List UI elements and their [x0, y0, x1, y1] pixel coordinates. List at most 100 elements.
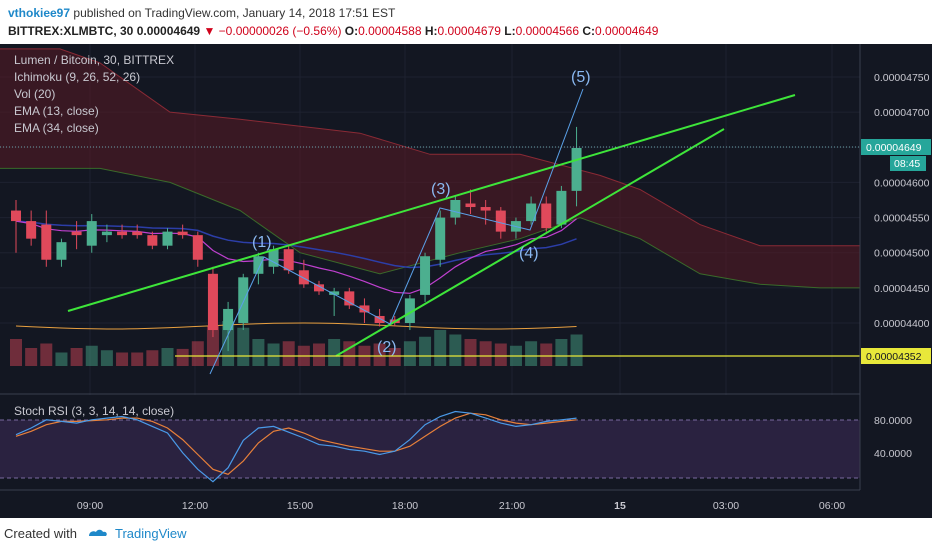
time-axis[interactable] — [0, 490, 932, 518]
last-price-tag — [861, 139, 931, 155]
published-text: published on TradingView.com, January 14… — [73, 6, 396, 20]
candle-body — [26, 221, 37, 239]
candle-body — [41, 224, 52, 260]
trading-chart[interactable]: (1) (2) (3) (4) (5) Lumen / Bitcoin, 30,… — [0, 44, 932, 518]
candle-body — [192, 235, 203, 260]
candle-body — [465, 203, 476, 208]
volume-bar — [525, 341, 538, 366]
candle-body — [526, 203, 537, 222]
candle-body — [450, 200, 461, 218]
candle-body — [344, 291, 355, 306]
legend-volume[interactable]: Vol (20) — [14, 87, 55, 101]
price-axis[interactable] — [860, 44, 932, 518]
time-tick-label: 21:00 — [499, 500, 525, 512]
legend-ema13[interactable]: EMA (13, close) — [14, 104, 99, 118]
candle-body — [359, 305, 370, 313]
countdown-tag — [890, 156, 926, 171]
candle-body — [374, 315, 385, 323]
upper-trendline[interactable] — [67, 94, 796, 312]
candle-body — [56, 242, 67, 260]
legend: Lumen / Bitcoin, 30, BITTREX Ichimoku (9… — [14, 53, 174, 135]
price-tick-label: 0.00004750 — [874, 72, 930, 84]
price-tick-label: 0.00004500 — [874, 248, 930, 260]
stoch-k-line — [15, 410, 577, 483]
volume-bar — [161, 348, 174, 366]
ema-34-line — [15, 220, 577, 269]
candle-body — [556, 190, 567, 225]
symbol-name: BITTREX:XLMBTC, 30 — [8, 24, 134, 38]
stoch-axis-ticks: 80.0000 40.0000 — [874, 415, 912, 460]
volume-bar — [328, 339, 341, 366]
volume-bar — [85, 345, 98, 366]
ema-13-line — [15, 218, 577, 294]
volume-bar — [70, 348, 83, 366]
high-value: 0.00004679 — [437, 24, 501, 38]
candle-body — [11, 210, 21, 222]
stoch-d-line — [15, 412, 577, 475]
candle-body — [283, 249, 294, 271]
stoch-lines — [15, 410, 577, 483]
volume-bar — [131, 352, 144, 366]
time-tick-label: 06:00 — [819, 500, 845, 512]
close-label: C: — [582, 24, 596, 38]
drawings[interactable] — [0, 88, 860, 375]
volume-bar — [494, 343, 507, 366]
legend-ema34[interactable]: EMA (34, close) — [14, 121, 99, 135]
volume-bar — [116, 352, 129, 366]
candle-body — [177, 231, 188, 236]
candle-body — [86, 221, 97, 246]
footer: Created with TradingView — [4, 520, 187, 546]
publish-line: vthokiee97 published on TradingView.com,… — [8, 6, 395, 20]
volume-bar — [191, 341, 204, 366]
last-price: 0.00004649 — [136, 24, 201, 38]
volume-bar — [100, 350, 113, 366]
lower-trendline[interactable] — [335, 128, 725, 357]
time-tick-label: 15 — [614, 500, 626, 512]
low-label: L: — [504, 24, 516, 38]
wave-labels: (1) (2) (3) (4) (5) — [252, 69, 591, 356]
candle-body — [298, 270, 309, 285]
candle-body — [162, 231, 173, 246]
candle-body — [435, 217, 446, 260]
open-value: 0.00004588 — [358, 24, 422, 38]
volume-ma-line — [15, 322, 577, 330]
ema-lines — [15, 218, 577, 294]
wave-path[interactable] — [209, 88, 584, 375]
candle-body — [541, 203, 552, 229]
volume-bar — [479, 341, 492, 366]
volume-bar — [570, 334, 583, 366]
cloud-bottom-line — [0, 167, 860, 289]
candle-body — [207, 273, 218, 331]
quote-line: BITTREX:XLMBTC, 30 0.00004649 ▼ −0.00000… — [8, 24, 658, 38]
stoch-legend[interactable]: Stoch RSI (3, 3, 14, 14, close) — [14, 404, 174, 418]
volume-bar — [540, 343, 553, 366]
tradingview-link[interactable]: TradingView — [114, 525, 187, 541]
legend-ichimoku[interactable]: Ichimoku (9, 26, 52, 26) — [14, 70, 140, 84]
wave-label-3: (3) — [431, 181, 451, 198]
candle-body — [147, 235, 158, 246]
candle-body — [238, 277, 249, 323]
low-value: 0.00004566 — [515, 24, 580, 38]
candle-body — [132, 231, 143, 236]
volume-bar — [146, 350, 159, 366]
volume-bar — [237, 327, 250, 366]
time-axis-ticks: 09:00 12:00 15:00 18:00 21:00 15 03:00 06:00 — [77, 500, 845, 512]
time-tick-label: 03:00 — [713, 500, 739, 512]
author-link[interactable]: vthokiee97 — [8, 6, 71, 20]
high-label: H: — [424, 24, 438, 38]
wave-label-2: (2) — [377, 339, 397, 356]
volume-bar — [373, 343, 386, 366]
stoch-tick-label: 80.0000 — [874, 415, 912, 427]
volume-bar — [40, 343, 53, 366]
price-tick-label: 0.00004550 — [874, 213, 930, 225]
time-tick-label: 18:00 — [392, 500, 418, 512]
candle-body — [71, 231, 82, 236]
volume-bar — [176, 348, 189, 366]
price-tick-label: 0.00004600 — [874, 177, 930, 189]
stoch-band — [0, 420, 860, 478]
chart-header: vthokiee97 published on TradingView.com,… — [4, 4, 928, 44]
cloud-area — [0, 48, 860, 288]
wave-label-5: (5) — [571, 69, 591, 86]
cloud-top-line — [0, 48, 860, 247]
volume-bar — [10, 339, 22, 366]
